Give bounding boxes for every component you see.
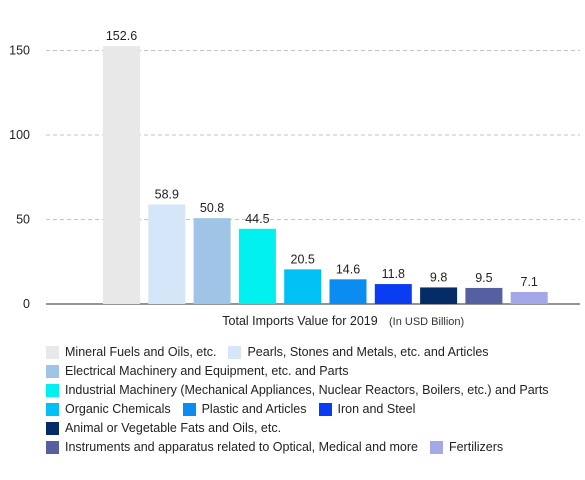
legend-label: Organic Chemicals <box>65 402 171 416</box>
legend-row: Organic Chemicals Plastic and Articles Iro… <box>46 400 581 419</box>
legend-row: Animal or Vegetable Fats and Oils, etc. <box>46 419 581 438</box>
legend-item: Industrial Machinery (Mechanical Applian… <box>46 381 549 400</box>
legend-label: Plastic and Articles <box>201 402 307 416</box>
legend-label: Fertilizers <box>448 440 504 454</box>
y-tick-label: 100 <box>9 128 30 142</box>
legend-label: Instruments and apparatus related to Opt… <box>65 440 418 454</box>
bar-value-label: 14.6 <box>336 262 360 276</box>
data-labels: 152.6 58.9 50.8 44.5 20.5 14.6 11.8 9.8 9.5 7.1 <box>106 29 538 289</box>
bar-value-label: 44.5 <box>245 212 269 226</box>
legend-swatch <box>228 346 242 359</box>
bar <box>238 228 276 304</box>
legend-item: Mineral Fuels and Oils, etc. <box>46 343 216 362</box>
legend-row: Electrical Machinery and Equipment, etc.… <box>46 362 581 381</box>
bar-value-label: 50.8 <box>200 201 224 215</box>
legend-swatch <box>46 346 59 359</box>
legend-row: Industrial Machinery (Mechanical Applian… <box>46 381 581 400</box>
y-tick-label: 150 <box>9 44 30 58</box>
bar-value-label: 152.6 <box>106 29 137 43</box>
bar <box>374 284 412 304</box>
legend: Mineral Fuels and Oils, etc. Pearls, Ston… <box>46 343 581 457</box>
legend-label: Iron and Steel <box>337 402 416 416</box>
legend-swatch <box>46 441 59 454</box>
bar <box>420 287 458 304</box>
legend-label: Pearls, Stones and Metals, etc. and Arti… <box>247 345 489 359</box>
bar-value-label: 9.8 <box>430 270 447 284</box>
y-tick-label: 0 <box>23 297 30 311</box>
bar-value-label: 7.1 <box>521 275 538 289</box>
legend-item: Fertilizers <box>429 438 504 457</box>
legend-swatch <box>318 403 332 416</box>
legend-item: Electrical Machinery and Equipment, etc.… <box>46 362 348 381</box>
legend-row: Instruments and apparatus related to Opt… <box>46 438 581 457</box>
bar-value-label: 9.5 <box>475 271 492 285</box>
bar-value-label: 20.5 <box>291 252 315 266</box>
legend-item: Iron and Steel <box>318 400 416 419</box>
bar <box>465 287 503 304</box>
legend-swatch <box>182 403 196 416</box>
bar <box>329 279 367 304</box>
legend-label: Mineral Fuels and Oils, etc. <box>65 345 217 359</box>
bar <box>103 46 140 305</box>
bar-value-label: 11.8 <box>382 267 405 281</box>
x-axis-unit: (In USD Billion) <box>389 316 464 328</box>
bar <box>148 204 186 304</box>
y-tick-label: 50 <box>16 213 30 227</box>
bar-chart-svg: 0 50 100 150 152.6 58.9 50.8 44.5 20.5 14.6 11.8 9… <box>9 29 580 328</box>
legend-item: Plastic and Articles <box>182 400 307 419</box>
legend-item: Pearls, Stones and Metals, etc. and Arti… <box>228 343 489 362</box>
legend-swatch <box>46 403 59 416</box>
bar-value-label: 58.9 <box>155 187 179 201</box>
legend-swatch <box>46 365 59 378</box>
bar <box>284 269 322 304</box>
bar <box>193 218 231 304</box>
legend-item: Organic Chemicals <box>46 400 171 419</box>
bars <box>103 46 548 305</box>
legend-label: Animal or Vegetable Fats and Oils, etc. <box>65 421 282 435</box>
legend-label: Electrical Machinery and Equipment, etc.… <box>65 364 349 378</box>
legend-swatch <box>429 441 443 454</box>
legend-swatch <box>46 384 59 397</box>
legend-swatch <box>46 422 59 435</box>
legend-row: Mineral Fuels and Oils, etc. Pearls, Ston… <box>46 343 581 362</box>
legend-label: Industrial Machinery (Mechanical Applian… <box>65 383 549 397</box>
legend-item: Animal or Vegetable Fats and Oils, etc. <box>46 419 281 438</box>
gridlines <box>46 50 580 220</box>
bar <box>510 292 548 304</box>
x-axis-label: Total Imports Value for 2019 <box>222 314 377 328</box>
legend-item: Instruments and apparatus related to Opt… <box>46 438 418 457</box>
